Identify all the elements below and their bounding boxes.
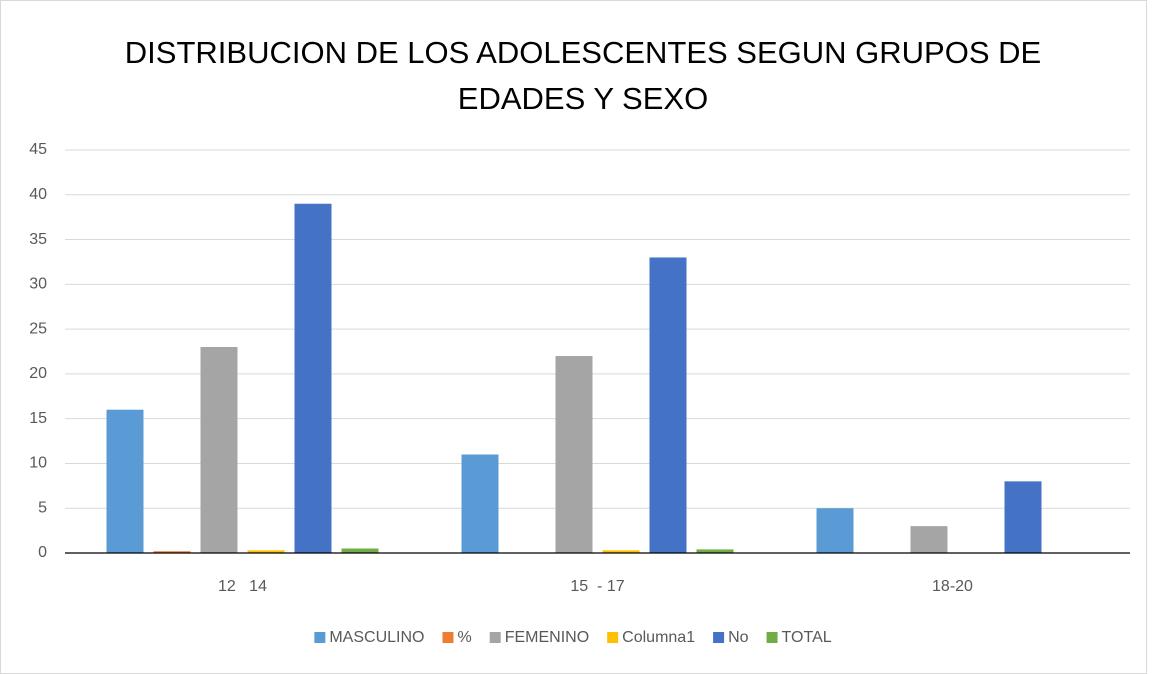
legend-label: Columna1 bbox=[622, 629, 695, 646]
y-tick-label: 30 bbox=[29, 276, 47, 293]
legend-swatch bbox=[314, 632, 326, 643]
bar bbox=[649, 257, 687, 553]
legend-label: MASCULINO bbox=[329, 629, 424, 646]
chart-title: DISTRIBUCION DE LOS ADOLESCENTES SEGUN G… bbox=[125, 35, 1041, 70]
legend-label: TOTAL bbox=[782, 629, 832, 646]
legend-swatch bbox=[489, 632, 501, 643]
y-tick-label: 10 bbox=[29, 455, 47, 472]
y-tick-label: 20 bbox=[29, 365, 47, 382]
legend-swatch bbox=[713, 632, 725, 643]
y-tick-label: 40 bbox=[29, 186, 47, 203]
bar bbox=[816, 508, 854, 553]
y-tick-label: 35 bbox=[29, 231, 47, 248]
legend-swatch bbox=[766, 632, 778, 643]
bar bbox=[910, 526, 948, 553]
legend-swatch bbox=[442, 632, 454, 643]
bar bbox=[106, 409, 144, 553]
legend-swatch bbox=[607, 632, 619, 643]
bar bbox=[247, 550, 285, 553]
bar bbox=[1004, 481, 1042, 553]
chart-title: EDADES Y SEXO bbox=[458, 81, 708, 116]
bar bbox=[461, 454, 499, 553]
bar bbox=[602, 550, 640, 553]
bar bbox=[341, 548, 379, 553]
legend-label: No bbox=[728, 629, 749, 646]
x-tick-label: 18-20 bbox=[932, 578, 973, 595]
y-tick-label: 0 bbox=[38, 544, 47, 561]
y-tick-label: 5 bbox=[38, 499, 47, 516]
legend-label: % bbox=[457, 629, 471, 646]
x-tick-label: 15 - 17 bbox=[570, 578, 624, 595]
x-tick-label: 12 14 bbox=[218, 578, 267, 595]
bar bbox=[696, 549, 734, 553]
bar bbox=[153, 551, 191, 553]
bar bbox=[294, 203, 332, 553]
legend-label: FEMENINO bbox=[505, 629, 589, 646]
bar bbox=[200, 347, 238, 553]
y-tick-label: 45 bbox=[29, 141, 47, 158]
bar bbox=[555, 355, 593, 553]
y-tick-label: 15 bbox=[29, 410, 47, 427]
y-tick-label: 25 bbox=[29, 320, 47, 337]
